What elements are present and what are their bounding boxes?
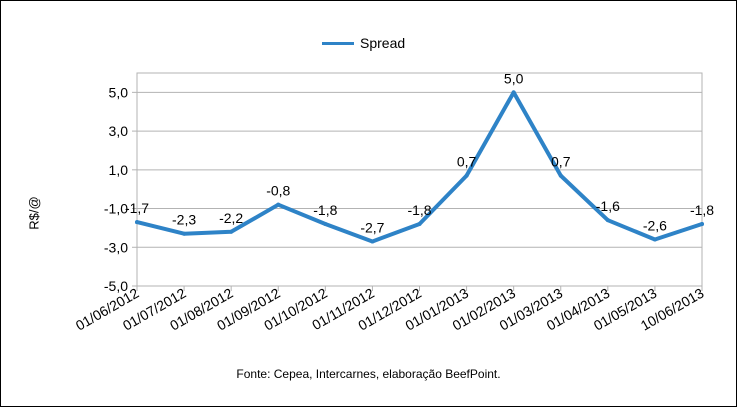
- y-tick-label: -3,0: [104, 239, 128, 255]
- data-point: [700, 222, 704, 227]
- data-point: [323, 222, 328, 227]
- y-tick-label: 3,0: [109, 123, 129, 139]
- data-label: 5,0: [504, 70, 524, 86]
- data-label: 0,7: [551, 154, 571, 170]
- data-point: [229, 229, 234, 234]
- data-point: [511, 90, 516, 95]
- y-tick-label: -1,0: [104, 201, 128, 217]
- data-point: [417, 222, 422, 227]
- data-label: 0,7: [457, 154, 477, 170]
- data-label: -0,8: [266, 183, 290, 199]
- y-tick-label: 1,0: [109, 162, 129, 178]
- legend-label-spread: Spread: [360, 35, 406, 51]
- y-tick-label: 5,0: [109, 84, 129, 100]
- data-point: [605, 218, 610, 223]
- data-label: -2,7: [360, 219, 384, 235]
- data-label: -1,8: [313, 202, 337, 218]
- data-point: [558, 173, 563, 178]
- data-label: -1,8: [407, 202, 431, 218]
- data-point: [276, 202, 281, 207]
- data-point: [135, 220, 139, 225]
- data-point: [464, 173, 469, 178]
- data-label: -1,8: [690, 202, 714, 218]
- data-label: -2,2: [219, 210, 243, 226]
- legend: Spread: [322, 34, 405, 52]
- plot-area: [136, 72, 703, 287]
- data-label: -2,3: [172, 212, 196, 228]
- data-label: -2,6: [643, 218, 667, 234]
- y-tick-label: -5,0: [104, 278, 128, 294]
- legend-swatch-spread: [322, 41, 354, 45]
- data-label: -1,6: [596, 198, 620, 214]
- source-note: Fonte: Cepea, Intercarnes, elaboração Be…: [236, 367, 501, 381]
- data-point: [370, 239, 375, 244]
- data-point: [652, 237, 657, 242]
- data-point: [182, 231, 187, 236]
- data-label: -1,7: [125, 200, 149, 216]
